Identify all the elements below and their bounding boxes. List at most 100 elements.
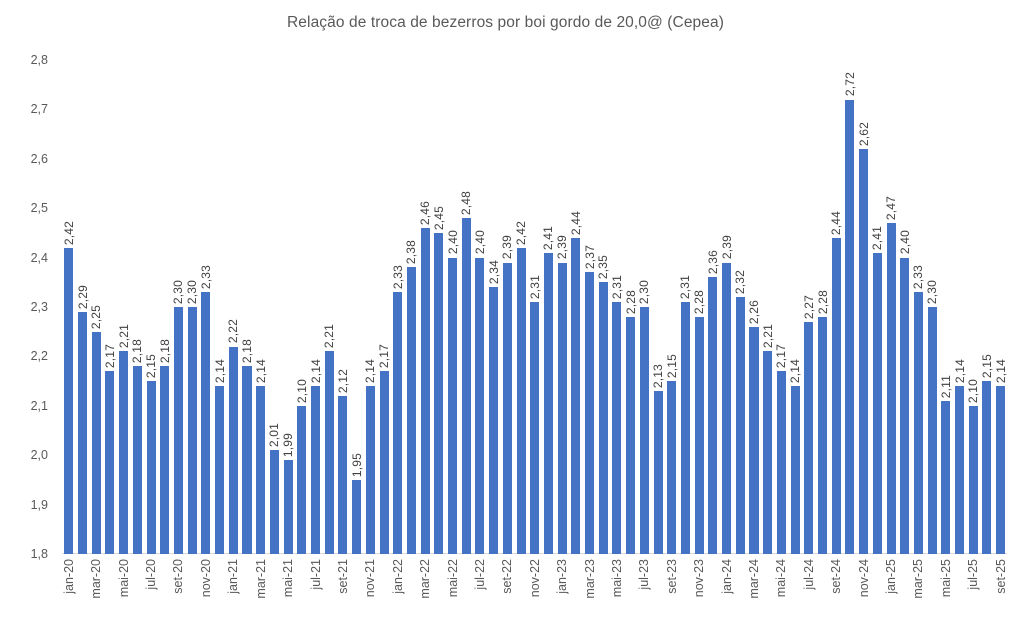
bar-slot: 2,45 xyxy=(432,60,446,554)
bar[interactable] xyxy=(64,247,74,554)
bar-slot: 2,72 xyxy=(843,60,857,554)
bar[interactable] xyxy=(516,247,526,554)
x-axis-tick: mai-25 xyxy=(938,559,953,598)
bar[interactable] xyxy=(612,302,622,554)
bar[interactable] xyxy=(859,148,869,554)
bar[interactable] xyxy=(639,307,649,554)
bar[interactable] xyxy=(996,386,1006,554)
bar[interactable] xyxy=(324,351,334,554)
bar[interactable] xyxy=(653,390,663,554)
x-axis-tick: mar-22 xyxy=(418,559,433,599)
bar[interactable] xyxy=(927,307,937,554)
x-axis-tick: jan-21 xyxy=(226,559,241,594)
x-axis-tick: mar-24 xyxy=(747,559,761,599)
bar[interactable] xyxy=(790,386,800,554)
bar[interactable] xyxy=(598,282,608,554)
bar[interactable] xyxy=(393,292,403,554)
bar[interactable] xyxy=(105,371,115,554)
bar[interactable] xyxy=(913,292,923,554)
bar-value-label: 2,30 xyxy=(637,279,652,304)
bar[interactable] xyxy=(968,405,978,554)
bar[interactable] xyxy=(146,381,156,554)
bar[interactable] xyxy=(708,277,718,554)
x-axis-tick: set-24 xyxy=(829,559,844,594)
bar[interactable] xyxy=(571,237,581,554)
bar[interactable] xyxy=(338,395,348,554)
x-axis-tick: nov-21 xyxy=(363,559,378,598)
bar[interactable] xyxy=(173,307,183,554)
bar-slot: 2,18 xyxy=(240,60,254,554)
bar-value-label: 2,14 xyxy=(212,358,227,384)
bar[interactable] xyxy=(379,371,389,554)
bar[interactable] xyxy=(187,307,197,554)
x-axis-slot: set-24 xyxy=(829,556,843,629)
bar-slot: 2,15 xyxy=(980,60,994,554)
bar-slot: 2,40 xyxy=(446,60,460,554)
bar[interactable] xyxy=(804,321,814,554)
bar[interactable] xyxy=(694,316,704,554)
bar-value-label: 2,15 xyxy=(979,353,994,379)
bar[interactable] xyxy=(941,400,951,554)
bar[interactable] xyxy=(900,257,910,554)
bar[interactable] xyxy=(132,366,142,554)
bar-value-label: 2,31 xyxy=(678,274,693,300)
bar[interactable] xyxy=(215,386,225,554)
bar[interactable] xyxy=(557,262,567,554)
bar[interactable] xyxy=(475,257,485,554)
bar[interactable] xyxy=(434,232,444,554)
x-axis-slot xyxy=(405,556,419,629)
bar[interactable] xyxy=(845,99,855,554)
bar[interactable] xyxy=(310,386,321,554)
bar[interactable] xyxy=(448,257,458,554)
bar[interactable] xyxy=(667,381,677,554)
bar[interactable] xyxy=(502,262,512,554)
y-axis-tick: 1,9 xyxy=(30,497,48,512)
bar[interactable] xyxy=(585,272,595,554)
bar-value-label: 1,99 xyxy=(281,432,296,458)
bar[interactable] xyxy=(201,292,211,554)
bar-value-label: 2,41 xyxy=(870,225,885,250)
bar[interactable] xyxy=(763,351,773,554)
bar[interactable] xyxy=(297,405,307,554)
bar[interactable] xyxy=(365,386,375,554)
bar[interactable] xyxy=(776,371,786,554)
bar-slot: 2,39 xyxy=(555,60,569,554)
x-axis-tick: jul-24 xyxy=(801,559,816,590)
bar-value-label: 2,46 xyxy=(418,200,433,225)
bar[interactable] xyxy=(543,252,553,554)
bar[interactable] xyxy=(461,218,471,554)
bar[interactable] xyxy=(886,223,896,554)
bar-value-label: 2,30 xyxy=(171,279,186,304)
bar[interactable] xyxy=(283,460,293,554)
bar[interactable] xyxy=(242,366,252,554)
bar[interactable] xyxy=(119,351,129,554)
bar[interactable] xyxy=(91,331,101,554)
bar-slot: 2,25 xyxy=(89,60,103,554)
bar[interactable] xyxy=(626,316,636,554)
bar[interactable] xyxy=(269,450,279,554)
bar[interactable] xyxy=(256,386,266,554)
bar-slot: 2,22 xyxy=(226,60,240,554)
bar[interactable] xyxy=(489,287,499,554)
bar[interactable] xyxy=(955,386,965,554)
bar[interactable] xyxy=(982,381,992,554)
bar[interactable] xyxy=(228,346,238,554)
bar[interactable] xyxy=(735,297,745,554)
bar[interactable] xyxy=(831,237,841,554)
bar[interactable] xyxy=(872,252,882,554)
bar[interactable] xyxy=(406,267,416,554)
bar[interactable] xyxy=(818,316,828,554)
bar-slot: 1,95 xyxy=(350,60,364,554)
x-axis-slot: nov-20 xyxy=(199,556,213,629)
bar[interactable] xyxy=(420,227,430,554)
bar-slot: 2,01 xyxy=(267,60,281,554)
bar[interactable] xyxy=(680,302,690,554)
bar[interactable] xyxy=(160,366,170,554)
bar[interactable] xyxy=(352,479,362,554)
bar-slot: 2,17 xyxy=(774,60,788,554)
bar[interactable] xyxy=(78,311,88,554)
bar[interactable] xyxy=(749,326,759,554)
bar[interactable] xyxy=(722,262,732,554)
bar[interactable] xyxy=(530,302,540,554)
x-axis-tick: jul-25 xyxy=(966,559,981,590)
